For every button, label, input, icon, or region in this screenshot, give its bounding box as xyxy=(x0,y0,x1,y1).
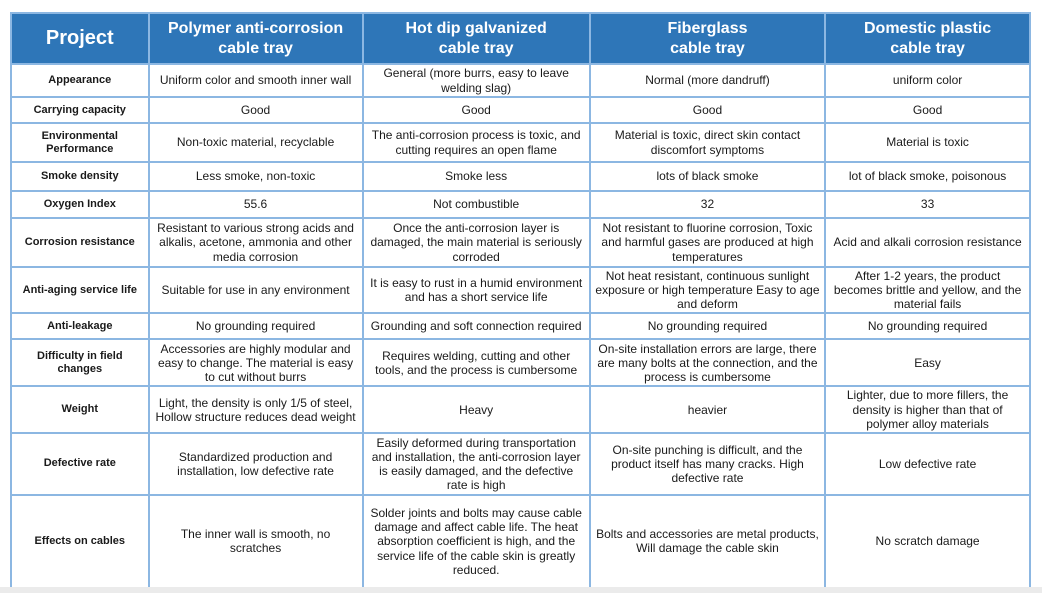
column-header-3: Fiberglass cable tray xyxy=(588,12,827,65)
row-label: Environmental Performance xyxy=(10,122,150,163)
table-row: Environmental Performance Non-toxic mater… xyxy=(10,122,1031,163)
row-label: Anti-leakage xyxy=(10,312,150,341)
table-row: Anti-aging service life Suitable for use … xyxy=(10,265,1031,315)
cell: Standardized production and installation… xyxy=(147,431,364,496)
cell: No grounding required xyxy=(824,312,1031,341)
table-row: Difficulty in field changes Accessories a… xyxy=(10,338,1031,388)
table-row: Effects on cables The inner wall is smoot… xyxy=(10,493,1031,589)
table-body: Appearance Uniform color and smooth inner… xyxy=(10,63,1031,589)
cell: 32 xyxy=(588,190,827,219)
row-label: Corrosion resistance xyxy=(10,217,150,268)
row-label: Anti-aging service life xyxy=(10,265,150,315)
cell: General (more burrs, easy to leave weldi… xyxy=(361,63,591,98)
cell: On-site installation errors are large, t… xyxy=(588,338,827,388)
cell: Less smoke, non-toxic xyxy=(147,161,364,192)
column-header-2: Hot dip galvanized cable tray xyxy=(361,12,591,65)
cell: Easy xyxy=(824,338,1031,388)
table-row: Anti-leakage No grounding required Groundi… xyxy=(10,312,1031,341)
row-label: Carrying capacity xyxy=(10,96,150,124)
cell: uniform color xyxy=(824,63,1031,98)
table-row: Carrying capacity Good Good Good Good xyxy=(10,96,1031,124)
row-label: Effects on cables xyxy=(10,493,150,589)
cell: After 1-2 years, the product becomes bri… xyxy=(824,265,1031,315)
cell: Lighter, due to more fillers, the densit… xyxy=(824,385,1031,434)
cell: The inner wall is smooth, no scratches xyxy=(147,493,364,589)
page: Project Polymer anti-corrosion cable tra… xyxy=(10,12,1031,589)
column-header-1: Polymer anti-corrosion cable tray xyxy=(147,12,364,65)
cell: Not combustible xyxy=(361,190,591,219)
cell: Acid and alkali corrosion resistance xyxy=(824,217,1031,268)
table-row: Weight Light, the density is only 1/5 of … xyxy=(10,385,1031,434)
header-project: Project xyxy=(10,12,150,65)
cell: Not heat resistant, continuous sunlight … xyxy=(588,265,827,315)
header-row: Project Polymer anti-corrosion cable tra… xyxy=(10,12,1031,65)
cell: Smoke less xyxy=(361,161,591,192)
cell: The anti-corrosion process is toxic, and… xyxy=(361,122,591,163)
page-bottom-edge xyxy=(0,587,1042,593)
cell: Material is toxic, direct skin contact d… xyxy=(588,122,827,163)
table-row: Defective rate Standardized production an… xyxy=(10,431,1031,496)
cell: lot of black smoke, poisonous xyxy=(824,161,1031,192)
row-label: Defective rate xyxy=(10,431,150,496)
table-row: Smoke density Less smoke, non-toxic Smoke … xyxy=(10,161,1031,192)
column-header-4: Domestic plastic cable tray xyxy=(824,12,1031,65)
row-label: Smoke density xyxy=(10,161,150,192)
cell: Solder joints and bolts may cause cable … xyxy=(361,493,591,589)
cell: Accessories are highly modular and easy … xyxy=(147,338,364,388)
cell: heavier xyxy=(588,385,827,434)
cell: Easily deformed during transportation an… xyxy=(361,431,591,496)
cell: Suitable for use in any environment xyxy=(147,265,364,315)
cable-tray-comparison-table: Project Polymer anti-corrosion cable tra… xyxy=(10,12,1031,589)
table-row: Appearance Uniform color and smooth inner… xyxy=(10,63,1031,98)
row-label: Appearance xyxy=(10,63,150,98)
cell: Low defective rate xyxy=(824,431,1031,496)
cell: 55.6 xyxy=(147,190,364,219)
cell: Good xyxy=(361,96,591,124)
cell: Once the anti-corrosion layer is damaged… xyxy=(361,217,591,268)
cell: Uniform color and smooth inner wall xyxy=(147,63,364,98)
cell: Requires welding, cutting and other tool… xyxy=(361,338,591,388)
cell: Material is toxic xyxy=(824,122,1031,163)
cell: Good xyxy=(147,96,364,124)
cell: Light, the density is only 1/5 of steel,… xyxy=(147,385,364,434)
cell: Non-toxic material, recyclable xyxy=(147,122,364,163)
row-label: Difficulty in field changes xyxy=(10,338,150,388)
cell: lots of black smoke xyxy=(588,161,827,192)
cell: Grounding and soft connection required xyxy=(361,312,591,341)
cell: It is easy to rust in a humid environmen… xyxy=(361,265,591,315)
cell: 33 xyxy=(824,190,1031,219)
cell: Bolts and accessories are metal products… xyxy=(588,493,827,589)
cell: Heavy xyxy=(361,385,591,434)
cell: No grounding required xyxy=(588,312,827,341)
cell: On-site punching is difficult, and the p… xyxy=(588,431,827,496)
table-row: Corrosion resistance Resistant to various… xyxy=(10,217,1031,268)
cell: No scratch damage xyxy=(824,493,1031,589)
cell: Resistant to various strong acids and al… xyxy=(147,217,364,268)
cell: Good xyxy=(824,96,1031,124)
cell: Good xyxy=(588,96,827,124)
cell: No grounding required xyxy=(147,312,364,341)
row-label: Oxygen Index xyxy=(10,190,150,219)
cell: Not resistant to fluorine corrosion, Tox… xyxy=(588,217,827,268)
table-row: Oxygen Index 55.6 Not combustible 32 33 xyxy=(10,190,1031,219)
cell: Normal (more dandruff) xyxy=(588,63,827,98)
row-label: Weight xyxy=(10,385,150,434)
